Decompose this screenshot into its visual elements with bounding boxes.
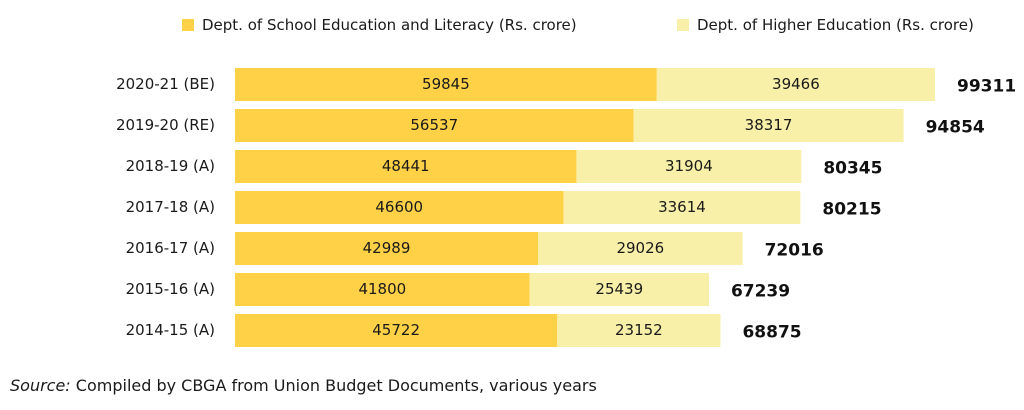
- bar-segment-school: [235, 68, 657, 101]
- source-prefix: Source:: [10, 376, 71, 395]
- bar-segment-higher: [538, 232, 743, 265]
- category-label: 2014-15 (A): [126, 321, 215, 339]
- legend-label-higher: Dept. of Higher Education (Rs. crore): [697, 16, 974, 34]
- data-label: 23152: [615, 321, 663, 339]
- data-label: 46600: [375, 198, 423, 216]
- category-label: 2019-20 (RE): [116, 116, 215, 134]
- data-label: 39466: [772, 75, 820, 93]
- bar-segment-school: [235, 191, 564, 224]
- data-label: 25439: [595, 280, 643, 298]
- total-label: 68875: [742, 323, 801, 343]
- category-label: 2017-18 (A): [126, 198, 215, 216]
- category-label: 2020-21 (BE): [116, 75, 215, 93]
- legend-item-higher: Dept. of Higher Education (Rs. crore): [677, 16, 974, 34]
- data-label: 41800: [358, 280, 406, 298]
- total-label: 99311: [957, 77, 1016, 97]
- bar-segment-school: [235, 109, 634, 142]
- total-label: 80215: [822, 200, 881, 220]
- bar-segment-school: [235, 232, 539, 265]
- bar-segment-school: [235, 314, 558, 347]
- legend-swatch-higher: [677, 19, 689, 31]
- legend: Dept. of School Education and Literacy (…: [0, 10, 1024, 40]
- total-label: 67239: [731, 282, 790, 302]
- bar-segment-higher: [576, 150, 802, 183]
- data-label: 38317: [745, 116, 793, 134]
- source-note: Source: Compiled by CBGA from Union Budg…: [10, 376, 597, 395]
- category-label: 2018-19 (A): [126, 157, 215, 175]
- legend-item-school: Dept. of School Education and Literacy (…: [182, 16, 577, 34]
- bar-segment-school: [235, 150, 577, 183]
- source-text: Compiled by CBGA from Union Budget Docum…: [70, 376, 597, 395]
- data-label: 29026: [616, 239, 664, 257]
- bar-segment-higher: [529, 273, 709, 306]
- category-label: 2015-16 (A): [126, 280, 215, 298]
- bar-segment-school: [235, 273, 530, 306]
- data-label: 33614: [658, 198, 706, 216]
- stacked-bar-chart: 2020-21 (BE) 59845 39466 99311 2019-20 (RE) 5…: [116, 68, 1016, 347]
- bar-segment-higher: [557, 314, 721, 347]
- data-label: 42989: [363, 239, 411, 257]
- category-label: 2016-17 (A): [126, 239, 215, 257]
- data-label: 48441: [382, 157, 430, 175]
- legend-label-school: Dept. of School Education and Literacy (…: [202, 16, 577, 34]
- legend-swatch-school: [182, 19, 194, 31]
- total-label: 80345: [823, 159, 882, 179]
- bar-segment-higher: [563, 191, 801, 224]
- data-label: 56537: [410, 116, 458, 134]
- bar-segment-higher: [633, 109, 904, 142]
- bar-segment-higher: [656, 68, 935, 101]
- data-label: 31904: [665, 157, 713, 175]
- data-label: 45722: [372, 321, 420, 339]
- total-label: 94854: [926, 118, 985, 138]
- total-label: 72016: [765, 241, 824, 261]
- data-label: 59845: [422, 75, 470, 93]
